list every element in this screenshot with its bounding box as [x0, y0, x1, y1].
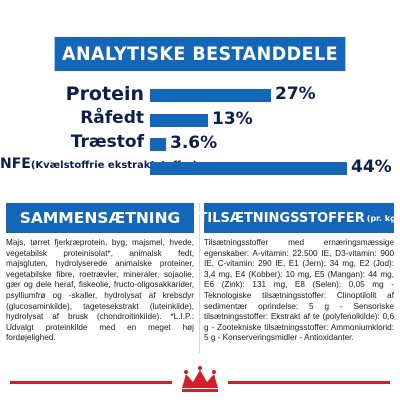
value-label-1: 13%: [212, 109, 253, 129]
bar-1: [150, 114, 208, 127]
row-label-text: Protein: [65, 83, 144, 105]
footer-line-right: [228, 381, 390, 384]
row-label-text: Råfedt: [80, 108, 144, 128]
composition-title: SAMMENSÆTNING: [19, 209, 181, 227]
row-label-text: Træstof: [70, 132, 144, 152]
row-label-2: Træstof: [0, 132, 144, 152]
bar-0: [150, 89, 271, 102]
composition-header: SAMMENSÆTNING: [6, 203, 194, 233]
composition-text: Majs, tørret fjerkræprotein, byg, majsme…: [6, 238, 194, 343]
additives-title-unit: (pr. kg): [366, 213, 400, 223]
footer-line-left: [10, 381, 172, 384]
additives-text: Tilsætningsstoffer med ernæringsmæssige …: [204, 238, 394, 343]
row-label-3: NFE(Kvælstoffrie ekstraktstoffer): [0, 156, 197, 172]
row-label-1: Råfedt: [0, 108, 144, 128]
row-label-0: Protein: [0, 83, 144, 105]
constituents-bar-chart: Protein 27% Råfedt 13% Træstof 3.6% NFE(Kvælst…: [0, 83, 392, 177]
value-label-2: 3.6%: [170, 133, 218, 153]
bar-3: [150, 162, 347, 175]
additives-title: TILSÆTNINGSSTOFFER: [198, 210, 365, 226]
banner-title: ANALYTISKE BESTANDDELE: [61, 43, 339, 65]
row-label-note: (Kvælstoffrie ekstraktstoffer): [30, 160, 198, 171]
row-label-text: NFE: [0, 156, 31, 172]
royal-canin-crown-icon: [182, 366, 218, 392]
value-label-3: 44%: [351, 157, 392, 177]
additives-header: TILSÆTNINGSSTOFFER (pr. kg): [198, 203, 400, 233]
analytical-constituents-banner: ANALYTISKE BESTANDDELE: [54, 37, 346, 71]
bar-2: [150, 138, 166, 151]
value-label-0: 27%: [275, 84, 316, 104]
column-divider: [199, 203, 200, 353]
